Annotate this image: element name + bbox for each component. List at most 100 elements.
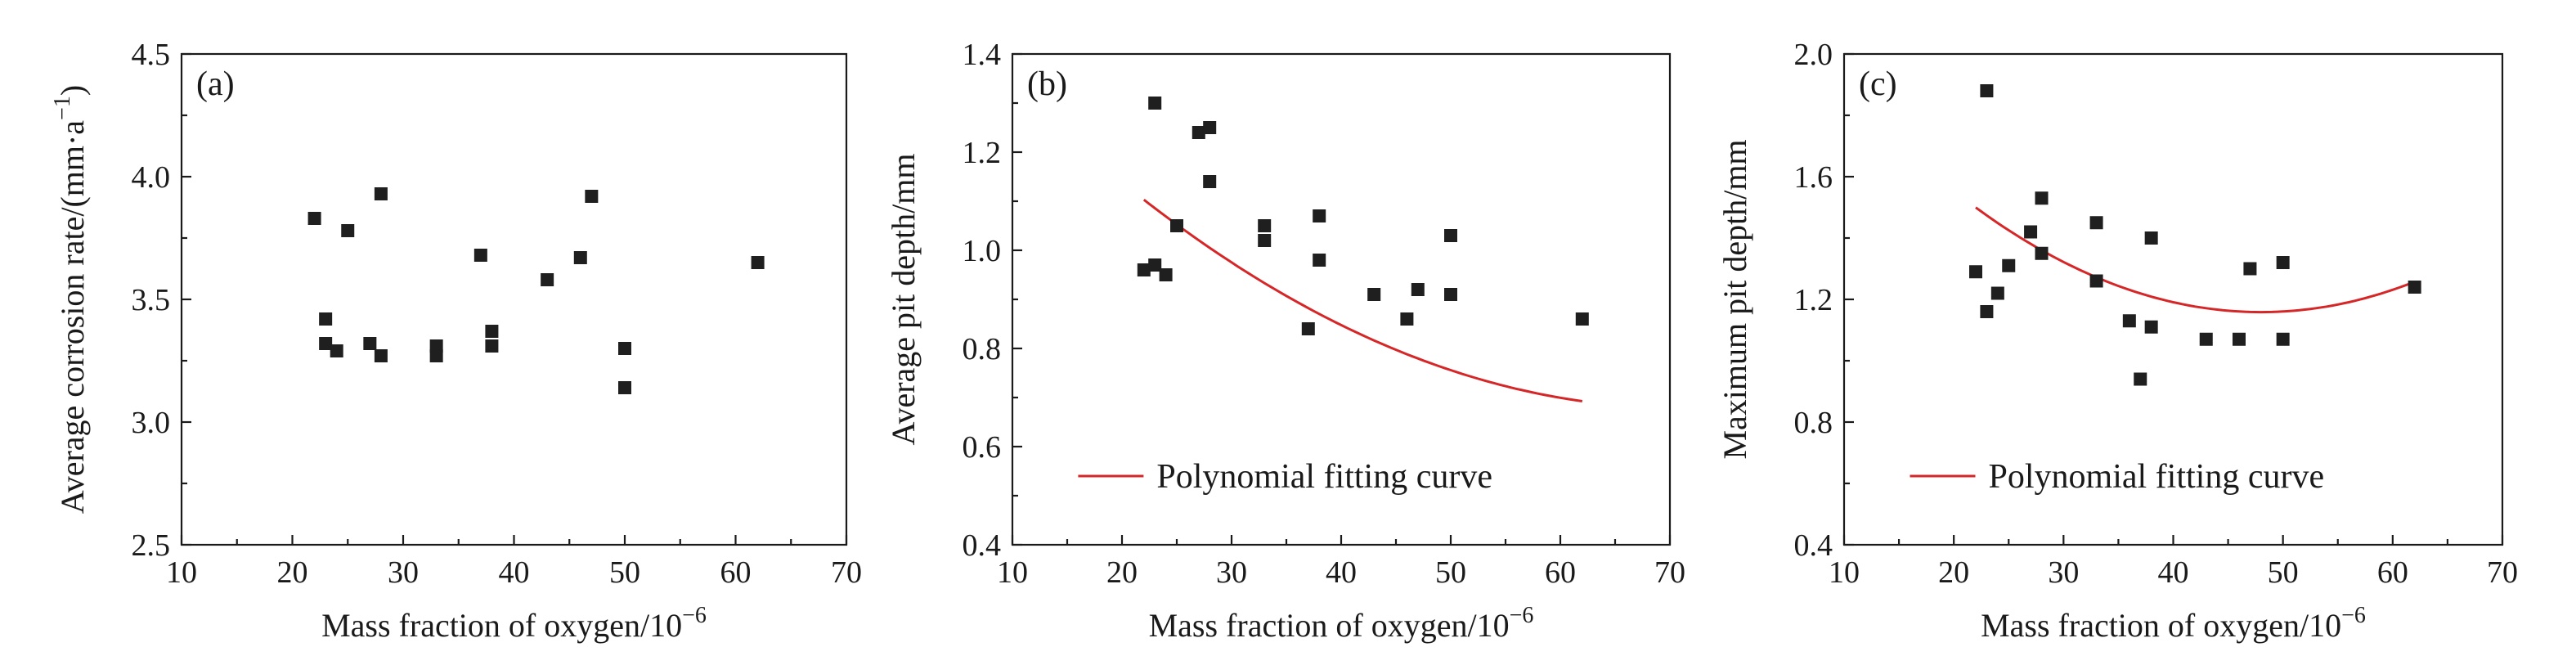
y-tick-label: 0.8: [1794, 406, 1833, 440]
data-point: [2134, 372, 2147, 386]
data-point: [1980, 84, 1994, 97]
chart-panel-b: 10 20 30 40 50 60 70 0.4 0.6 0.8 1.0 1.2 1.4 (b) Mass …: [885, 38, 1685, 644]
data-point: [1575, 312, 1589, 326]
data-point: [585, 190, 599, 203]
x-tick-label: 10: [1829, 555, 1860, 590]
x-tick-label: 30: [2048, 555, 2079, 590]
data-point: [485, 339, 499, 353]
data-point: [374, 349, 388, 362]
panel-label: (c): [1859, 65, 1897, 103]
data-point: [1258, 234, 1272, 247]
data-point: [1148, 97, 1162, 110]
x-axis-title: Mass fraction of oxygen/10−6: [1149, 603, 1534, 644]
data-point: [2035, 246, 2049, 260]
data-point: [541, 273, 554, 286]
data-point: [2408, 281, 2421, 294]
y-tick-label: 2.0: [1794, 38, 1833, 72]
data-point: [341, 224, 355, 237]
data-point: [363, 337, 377, 350]
data-point: [307, 212, 321, 225]
data-point: [1137, 263, 1151, 276]
y-tick-label: 3.0: [132, 406, 171, 440]
y-tick-label: 0.4: [963, 528, 1002, 563]
data-point: [573, 251, 587, 264]
data-point: [1980, 305, 1994, 318]
data-point: [618, 381, 631, 394]
y-tick-label: 1.0: [963, 234, 1002, 268]
data-point: [1313, 209, 1326, 222]
data-point: [1159, 268, 1173, 281]
chart-panel-a: 10 20 30 40 50 60 70 2.5 3.0 3.5 4.0 4.5 (a) Mass fra…: [50, 38, 862, 644]
data-point: [1444, 288, 1457, 301]
y-tick-label: 1.2: [1794, 283, 1833, 317]
data-point: [319, 312, 333, 326]
x-tick-label: 10: [166, 555, 197, 590]
data-point: [2144, 320, 2158, 334]
data-point: [1313, 254, 1326, 267]
legend-label: Polynomial fitting curve: [1989, 458, 2325, 496]
x-tick-label: 20: [1938, 555, 1969, 590]
chart-panel-c: 10 20 30 40 50 60 70 0.4 0.8 1.2 1.6 2.0 (c) Mass fra…: [1717, 38, 2518, 644]
data-point: [1258, 219, 1272, 232]
data-point: [2276, 256, 2290, 269]
data-point: [2233, 332, 2246, 346]
y-tick-label: 1.2: [963, 136, 1002, 170]
data-point: [2243, 262, 2257, 276]
data-point: [1192, 126, 1205, 139]
legend-label: Polynomial fitting curve: [1156, 458, 1492, 496]
data-point: [473, 249, 487, 262]
data-point: [319, 337, 333, 350]
data-point: [1148, 258, 1162, 272]
data-point: [2089, 274, 2103, 288]
y-tick-label: 3.5: [132, 283, 171, 317]
y-tick-label: 1.6: [1794, 160, 1833, 195]
x-tick-label: 20: [1106, 555, 1138, 590]
data-point: [1367, 288, 1381, 301]
x-tick-label: 10: [997, 555, 1028, 590]
data-point: [330, 344, 343, 357]
x-tick-label: 50: [1435, 555, 1466, 590]
y-axis-title: Average corrosion rate/(mm·a−1): [50, 85, 91, 514]
x-tick-label: 50: [2268, 555, 2299, 590]
y-tick-label: 0.6: [963, 430, 1002, 465]
data-point: [2276, 332, 2290, 346]
x-tick-label: 60: [1545, 555, 1576, 590]
x-tick-label: 30: [388, 555, 419, 590]
data-point: [1444, 229, 1457, 242]
x-tick-label: 60: [720, 555, 752, 590]
data-point: [2024, 225, 2038, 239]
data-point: [1990, 286, 2004, 300]
data-point: [1170, 219, 1183, 232]
y-tick-label: 2.5: [132, 528, 171, 563]
plot-frame: [180, 52, 848, 546]
x-axis-title: Mass fraction of oxygen/10−6: [1981, 603, 2366, 644]
data-point: [2199, 332, 2213, 346]
data-point: [2035, 191, 2049, 205]
y-axis-title: Maximum pit depth/mm: [1717, 139, 1753, 459]
y-tick-label: 0.8: [963, 332, 1002, 366]
x-tick-label: 50: [609, 555, 640, 590]
polynomial-fit-curve: [1142, 199, 1583, 402]
x-axis-title: Mass fraction of oxygen/10−6: [321, 603, 707, 644]
y-axis-title: Average pit depth/mm: [885, 154, 922, 446]
polynomial-fit-curve: [1975, 206, 2416, 314]
x-tick-label: 40: [499, 555, 530, 590]
x-tick-label: 60: [2377, 555, 2408, 590]
data-point: [1400, 312, 1414, 326]
x-tick-label: 70: [831, 555, 862, 590]
data-point: [1411, 283, 1425, 296]
data-point: [485, 325, 499, 338]
x-tick-label: 70: [1654, 555, 1685, 590]
y-tick-label: 0.4: [1794, 528, 1833, 563]
y-tick-label: 4.5: [132, 38, 171, 72]
data-point: [618, 342, 631, 355]
data-point: [374, 187, 388, 200]
x-tick-label: 20: [277, 555, 308, 590]
data-point: [1301, 322, 1315, 335]
data-point: [751, 256, 765, 269]
panel-label: (a): [196, 65, 235, 103]
data-point: [429, 349, 443, 362]
y-tick-label: 4.0: [132, 160, 171, 195]
x-tick-label: 40: [2158, 555, 2189, 590]
